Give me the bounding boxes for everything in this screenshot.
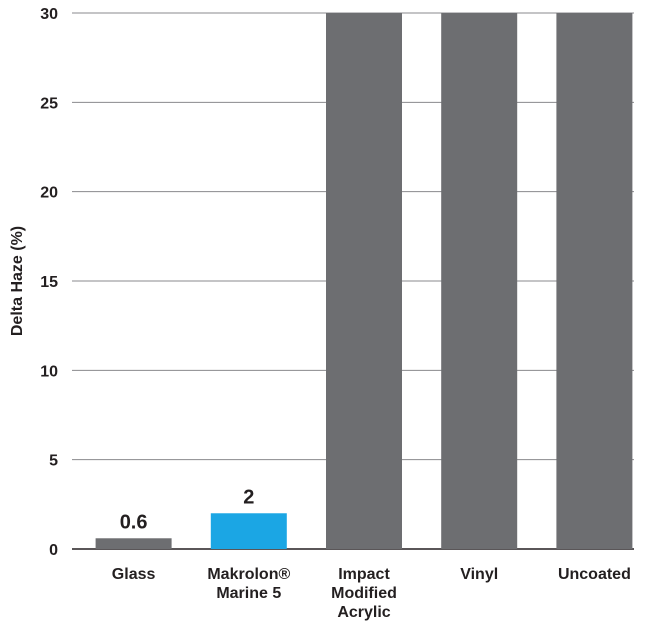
bar bbox=[210, 513, 287, 549]
x-tick-label-line: Makrolon® bbox=[207, 566, 290, 583]
x-tick-label-line: Glass bbox=[112, 566, 156, 583]
value-label: 0.6 bbox=[120, 511, 148, 533]
x-tick-label: Uncoated bbox=[558, 566, 631, 583]
y-tick-label: 10 bbox=[40, 363, 58, 380]
x-tick-label-line: Marine 5 bbox=[216, 585, 281, 602]
x-tick-label-line: Impact bbox=[338, 566, 390, 583]
x-tick-label-line: Acrylic bbox=[337, 604, 390, 621]
bar bbox=[95, 538, 172, 549]
x-tick-label: Vinyl bbox=[460, 566, 498, 583]
y-tick-label: 30 bbox=[40, 6, 58, 23]
x-tick-label: Impact Modified Acrylic bbox=[331, 566, 397, 621]
x-tick-label-line: Vinyl bbox=[460, 566, 498, 583]
bar bbox=[326, 13, 402, 549]
y-tick-label: 0 bbox=[49, 542, 58, 559]
x-tick-label-line: Modified bbox=[331, 585, 397, 602]
y-tick-label: 25 bbox=[40, 95, 58, 112]
x-tick-label: Makrolon® Marine 5 bbox=[207, 566, 290, 602]
y-tick-label: 5 bbox=[49, 453, 58, 470]
y-axis-label: Delta Haze (%) bbox=[9, 226, 26, 336]
bar bbox=[441, 13, 518, 549]
x-tick-label: Glass bbox=[112, 566, 156, 583]
y-tick-label: 15 bbox=[40, 274, 58, 291]
value-label: 2 bbox=[243, 486, 254, 508]
y-tick-label: 20 bbox=[40, 185, 58, 202]
x-tick-label-line: Uncoated bbox=[558, 566, 631, 583]
bar bbox=[556, 13, 633, 549]
